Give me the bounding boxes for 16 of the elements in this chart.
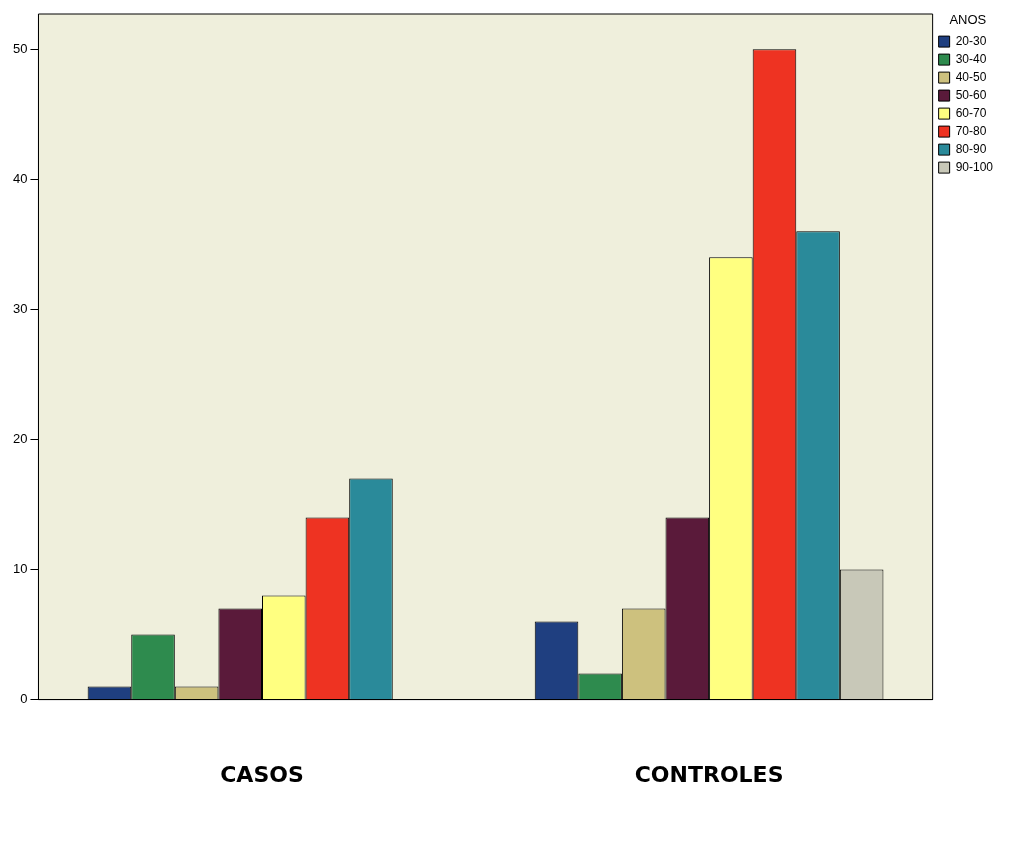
legend-label: 40-50 [955,69,987,84]
y-tick-label: 20 [12,430,28,446]
legend-label: 70-80 [955,123,987,138]
x-tick-label: CASOS [220,761,304,787]
y-tick-label: 40 [12,170,28,186]
y-tick-label: 30 [12,300,28,316]
y-tick-label: 0 [20,691,28,707]
legend-label: 50-60 [955,87,987,102]
y-tick-label: 50 [12,40,28,56]
legend-label: 30-40 [955,51,987,66]
x-tick-label: CONTROLES [634,761,784,787]
legend-label: 80-90 [955,141,987,156]
legend-label: 60-70 [955,105,987,120]
y-tick-label: 10 [12,561,28,577]
legend-label: 90-100 [955,159,994,174]
legend-label: 20-30 [955,33,987,48]
